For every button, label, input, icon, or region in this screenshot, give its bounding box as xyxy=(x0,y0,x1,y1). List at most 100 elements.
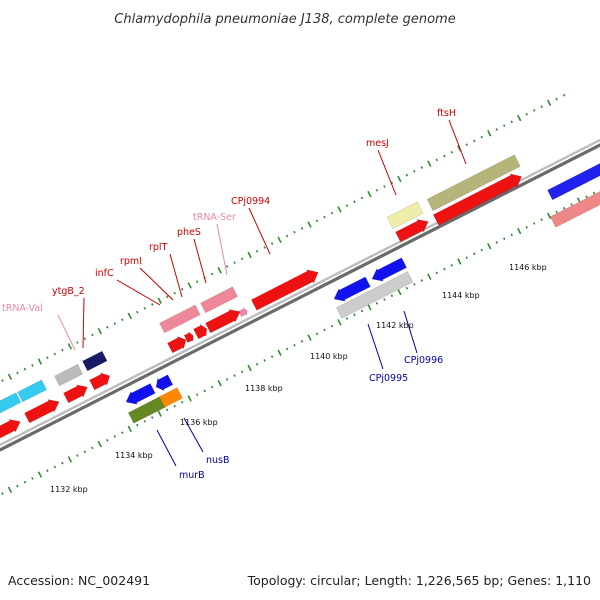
track-layer xyxy=(0,93,600,495)
minor-tick xyxy=(345,317,349,320)
minor-tick xyxy=(480,248,483,252)
minor-tick xyxy=(360,196,364,200)
major-tick xyxy=(7,486,13,493)
gene-label-tRNA-Ser[interactable]: tRNA-Ser xyxy=(193,212,236,223)
gene-box-murB-olive xyxy=(127,395,167,424)
minor-tick xyxy=(23,367,27,371)
minor-tick xyxy=(375,302,379,305)
kbp-label-1134: 1134 kbp xyxy=(115,451,153,460)
tick-line-upper xyxy=(1,93,566,382)
major-tick xyxy=(427,160,432,167)
minor-tick xyxy=(473,139,476,143)
major-tick xyxy=(307,334,312,341)
major-tick xyxy=(37,358,43,365)
minor-tick xyxy=(285,347,289,351)
major-tick xyxy=(517,227,522,235)
major-tick xyxy=(127,425,132,433)
gene-box-nusB-orange xyxy=(158,387,183,408)
minor-tick xyxy=(270,242,274,245)
major-tick xyxy=(127,312,132,320)
major-tick xyxy=(217,380,222,387)
minor-tick xyxy=(166,295,169,299)
minor-tick xyxy=(240,257,244,261)
minor-tick xyxy=(293,343,296,347)
minor-tick xyxy=(270,355,274,358)
gene-arrow-red-b xyxy=(24,399,60,424)
minor-tick xyxy=(31,364,34,367)
minor-tick xyxy=(91,446,94,450)
gene-arrow-blue-a xyxy=(125,383,156,405)
minor-tick xyxy=(195,393,199,397)
minor-tick xyxy=(465,256,468,260)
major-tick xyxy=(247,251,252,259)
gene-label-infC[interactable]: infC xyxy=(95,268,114,279)
minor-tick xyxy=(495,241,498,244)
gene-box-CPj0995-grey xyxy=(335,270,414,319)
minor-tick xyxy=(173,404,176,408)
minor-tick xyxy=(375,189,379,192)
major-tick xyxy=(157,297,162,304)
gene-label-CPj0994[interactable]: CPj0994 xyxy=(231,196,270,207)
minor-tick xyxy=(23,480,27,484)
minor-tick xyxy=(443,154,446,158)
minor-tick xyxy=(510,120,513,124)
gene-label-tRNA-Val[interactable]: tRNA-Val xyxy=(2,303,43,314)
minor-tick xyxy=(180,287,184,291)
gene-label-ytgB_2[interactable]: ytgB_2 xyxy=(52,286,85,297)
gene-label-rpmI[interactable]: rpmI xyxy=(120,256,142,267)
leader-ytgB_2 xyxy=(82,297,85,349)
gene-label-CPj0996[interactable]: CPj0996 xyxy=(404,355,443,366)
minor-tick xyxy=(562,93,566,97)
minor-tick xyxy=(240,370,244,374)
minor-tick xyxy=(300,340,304,343)
leader-rpmI xyxy=(139,267,174,301)
minor-tick xyxy=(151,303,154,306)
minor-tick xyxy=(413,169,416,173)
minor-tick xyxy=(413,282,416,286)
minor-tick xyxy=(503,237,506,241)
minor-tick xyxy=(136,310,139,314)
tick-line-lower xyxy=(1,191,596,495)
minor-tick xyxy=(293,230,296,234)
minor-tick xyxy=(353,200,356,204)
gene-label-ftsH[interactable]: ftsH xyxy=(437,108,456,119)
kbp-label-1138: 1138 kbp xyxy=(245,384,283,393)
minor-tick xyxy=(450,150,454,154)
minor-tick xyxy=(46,356,49,360)
major-tick xyxy=(97,327,102,335)
gene-arrow-tRNA-Ser xyxy=(238,306,248,318)
gene-arrow-red-rpmI xyxy=(183,331,194,344)
minor-tick xyxy=(61,348,64,352)
minor-tick xyxy=(143,306,146,310)
gene-label-rplT[interactable]: rplT xyxy=(149,242,168,253)
major-tick xyxy=(487,130,492,137)
minor-tick xyxy=(113,435,117,438)
gene-arrow-red-mesJ xyxy=(395,218,429,243)
minor-tick xyxy=(121,318,124,322)
gene-arrow-red-c xyxy=(63,384,88,404)
gene-label-nusB[interactable]: nusB xyxy=(206,455,230,466)
gene-arrow-blue-d xyxy=(371,257,408,282)
major-tick xyxy=(67,343,73,350)
major-tick xyxy=(307,221,312,228)
gene-arrow-red-infC xyxy=(167,335,187,354)
leader-pheS xyxy=(193,238,207,284)
minor-tick xyxy=(1,379,4,382)
gene-label-mesJ[interactable]: mesJ xyxy=(366,138,389,149)
gene-label-CPj0995[interactable]: CPj0995 xyxy=(369,373,408,384)
major-tick xyxy=(37,471,43,478)
gene-box-pink-b xyxy=(200,286,239,314)
major-tick xyxy=(217,267,222,274)
gene-label-pheS[interactable]: pheS xyxy=(177,227,201,238)
minor-tick xyxy=(495,128,498,131)
minor-tick xyxy=(383,298,386,301)
gene-arrow-red-d xyxy=(89,372,111,391)
major-tick xyxy=(517,114,522,122)
gene-label-murB[interactable]: murB xyxy=(179,470,205,481)
gene-box-grey-a xyxy=(54,363,84,387)
gene-box-navy xyxy=(82,350,108,372)
major-tick xyxy=(7,373,13,380)
minor-tick xyxy=(405,173,409,177)
major-tick xyxy=(157,410,162,417)
minor-tick xyxy=(255,362,259,366)
